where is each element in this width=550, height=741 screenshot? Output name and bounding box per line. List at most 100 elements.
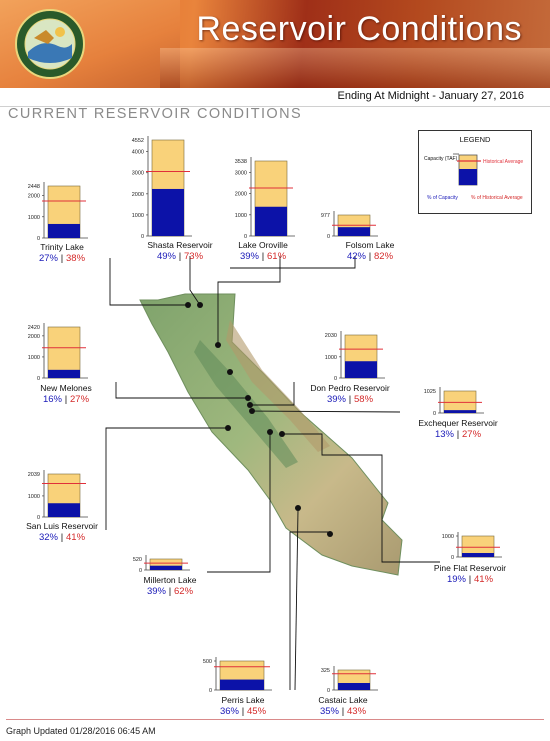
legend-storage-swatch bbox=[459, 169, 477, 185]
pct-separator-perris-lake: | bbox=[242, 706, 244, 717]
sierra-range bbox=[226, 320, 330, 452]
header-banner: Reservoir Conditions bbox=[0, 0, 550, 88]
pct-separator-san-luis-reservoir: | bbox=[61, 532, 63, 543]
capacity-label-san-luis-reservoir: 2039 bbox=[28, 472, 40, 478]
legend-pct-historical-label: % of Historical Average bbox=[471, 195, 523, 201]
tick-label-exchequer-reservoir-0: 0 bbox=[433, 411, 436, 417]
marker-exchequer-reservoir bbox=[249, 408, 255, 414]
marker-millerton-lake bbox=[267, 429, 273, 435]
capacity-label-millerton-lake: 520 bbox=[133, 557, 142, 563]
pct-capacity-lake-oroville: 39% bbox=[240, 251, 260, 262]
connector-new-melones bbox=[115, 382, 248, 399]
pct-historical-san-luis-reservoir: 41% bbox=[66, 532, 86, 543]
storage-bar-pine-flat-reservoir bbox=[462, 553, 494, 557]
pct-separator-pine-flat-reservoir: | bbox=[469, 574, 471, 585]
pct-capacity-folsom-lake: 42% bbox=[347, 251, 367, 262]
storage-bar-new-melones bbox=[48, 369, 80, 378]
tick-label-shasta-reservoir-3000: 3000 bbox=[132, 171, 144, 177]
tick-label-perris-lake-0: 0 bbox=[209, 688, 212, 694]
storage-bar-shasta-reservoir bbox=[152, 188, 184, 236]
marker-new-melones bbox=[245, 395, 251, 401]
footer-timestamp: Graph Updated 01/28/2016 06:45 AM bbox=[6, 726, 156, 736]
marker-san-luis-reservoir bbox=[225, 425, 231, 431]
tick-label-new-melones-1000: 1000 bbox=[28, 355, 40, 361]
pct-capacity-shasta-reservoir: 49% bbox=[157, 251, 177, 262]
pct-separator-don-pedro-reservoir: | bbox=[349, 394, 351, 405]
marker-folsom-lake bbox=[227, 369, 233, 375]
marker-don-pedro-reservoir bbox=[247, 402, 253, 408]
pct-capacity-castaic-lake: 35% bbox=[320, 706, 340, 717]
storage-bar-castaic-lake bbox=[338, 683, 370, 690]
storage-bar-don-pedro-reservoir bbox=[345, 361, 377, 378]
reservoir-markers bbox=[185, 302, 333, 537]
pct-capacity-pine-flat-reservoir: 19% bbox=[447, 574, 467, 585]
connector-pine-flat-reservoir bbox=[282, 433, 440, 563]
tick-label-lake-oroville-1000: 1000 bbox=[235, 213, 247, 219]
tick-label-trinity-lake-2000: 2000 bbox=[28, 194, 40, 200]
reservoir-name-castaic-lake: Castaic Lake bbox=[318, 695, 367, 705]
reservoir-name-exchequer-reservoir: Exchequer Reservoir bbox=[418, 418, 498, 428]
tick-label-lake-oroville-0: 0 bbox=[244, 234, 247, 240]
tick-label-shasta-reservoir-1000: 1000 bbox=[132, 213, 144, 219]
legend-pct-capacity-label: % of Capacity bbox=[427, 195, 458, 201]
capacity-label-lake-oroville: 3538 bbox=[235, 159, 247, 165]
pct-separator-shasta-reservoir: | bbox=[179, 251, 181, 262]
connector-lines bbox=[105, 256, 440, 691]
capacity-label-castaic-lake: 325 bbox=[321, 668, 330, 674]
pct-historical-castaic-lake: 43% bbox=[347, 706, 367, 717]
marker-castaic-lake bbox=[327, 531, 333, 537]
legend-graphic: LEGEND Capacity (TAF) Historical Average… bbox=[424, 135, 523, 201]
tick-label-lake-oroville-3000: 3000 bbox=[235, 170, 247, 176]
capacity-label-don-pedro-reservoir: 2030 bbox=[325, 333, 337, 339]
pct-separator-lake-oroville: | bbox=[262, 251, 264, 262]
legend-title: LEGEND bbox=[460, 135, 491, 144]
pct-capacity-exchequer-reservoir: 13% bbox=[435, 429, 455, 440]
bottom-divider bbox=[6, 719, 544, 720]
connector-don-pedro-reservoir bbox=[250, 382, 295, 406]
tick-label-new-melones-0: 0 bbox=[37, 376, 40, 382]
reservoir-name-don-pedro-reservoir: Don Pedro Reservoir bbox=[310, 383, 390, 393]
reservoir-name-san-luis-reservoir: San Luis Reservoir bbox=[26, 521, 98, 531]
capacity-label-folsom-lake: 977 bbox=[321, 213, 330, 219]
reservoir-shasta-reservoir: 0 1000 2000 3000 4000 4552 Shasta Reservoir49%… bbox=[132, 136, 213, 262]
pct-capacity-millerton-lake: 39% bbox=[147, 586, 167, 597]
pct-capacity-trinity-lake: 27% bbox=[39, 253, 59, 264]
reservoir-name-folsom-lake: Folsom Lake bbox=[346, 240, 395, 250]
capacity-label-new-melones: 2420 bbox=[28, 325, 40, 331]
capacity-label-shasta-reservoir: 4552 bbox=[132, 138, 144, 144]
pct-capacity-new-melones: 16% bbox=[43, 394, 63, 405]
tick-label-folsom-lake-0: 0 bbox=[327, 234, 330, 240]
connector-lake-oroville bbox=[217, 256, 281, 345]
tick-label-new-melones-2000: 2000 bbox=[28, 334, 40, 340]
pct-separator-folsom-lake: | bbox=[369, 251, 371, 262]
connector-shasta-reservoir bbox=[189, 256, 201, 306]
pct-separator-new-melones: | bbox=[65, 394, 67, 405]
connector-san-luis-reservoir bbox=[105, 427, 228, 530]
pct-separator-exchequer-reservoir: | bbox=[457, 429, 459, 440]
tick-label-don-pedro-reservoir-0: 0 bbox=[334, 376, 337, 382]
tick-label-shasta-reservoir-2000: 2000 bbox=[132, 192, 144, 198]
pct-separator-trinity-lake: | bbox=[61, 253, 63, 264]
pct-historical-lake-oroville: 61% bbox=[267, 251, 287, 262]
connector-folsom-lake bbox=[230, 256, 356, 269]
storage-bar-san-luis-reservoir bbox=[48, 503, 80, 517]
pct-capacity-san-luis-reservoir: 32% bbox=[39, 532, 59, 543]
marker-pine-flat-reservoir bbox=[279, 431, 285, 437]
connector-castaic-lake bbox=[294, 509, 299, 691]
tick-label-perris-lake-500: 500 bbox=[203, 659, 212, 665]
tick-label-pine-flat-reservoir-0: 0 bbox=[451, 555, 454, 561]
legend: LEGEND Capacity (TAF) Historical Average… bbox=[418, 130, 532, 214]
reservoir-name-perris-lake: Perris Lake bbox=[222, 695, 265, 705]
reservoir-name-trinity-lake: Trinity Lake bbox=[40, 242, 84, 252]
pct-historical-perris-lake: 45% bbox=[247, 706, 267, 717]
tick-label-millerton-lake-0: 0 bbox=[139, 568, 142, 574]
